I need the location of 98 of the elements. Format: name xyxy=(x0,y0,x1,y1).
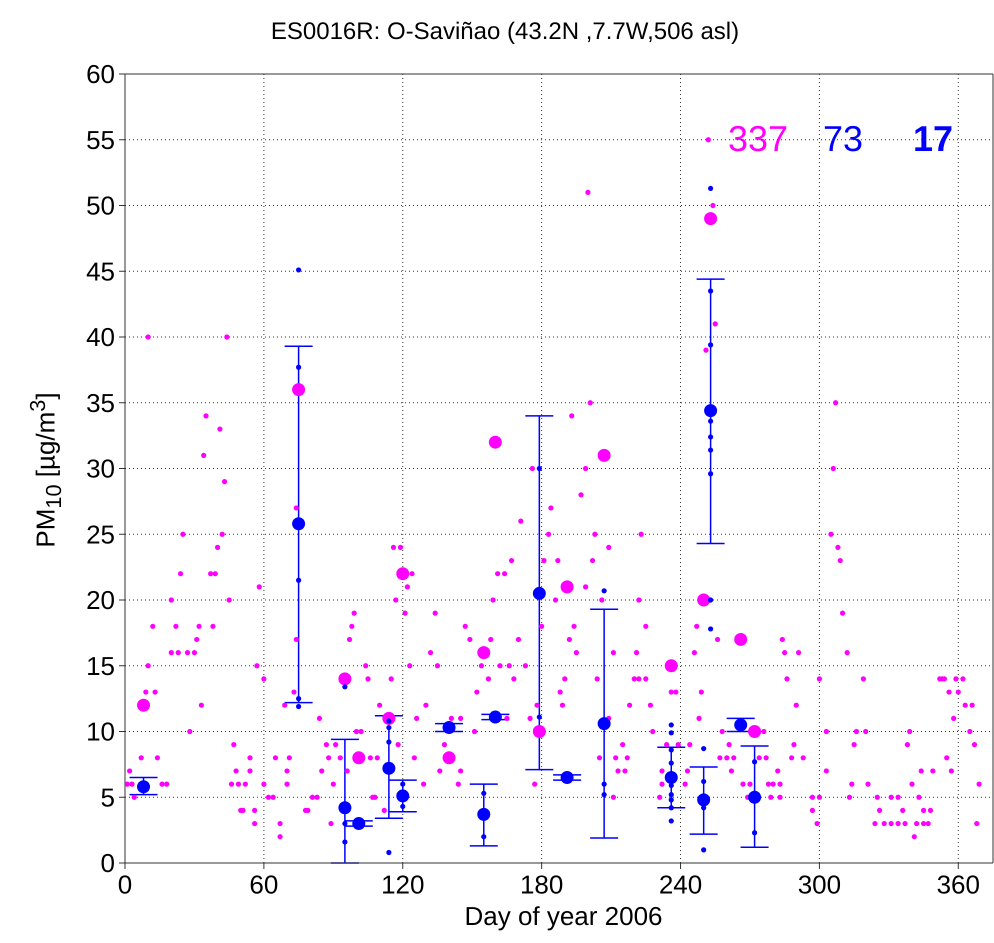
y-tick-label: 25 xyxy=(86,519,115,550)
point xyxy=(536,714,542,720)
point xyxy=(296,267,302,273)
point xyxy=(396,789,410,802)
point xyxy=(668,805,674,810)
point xyxy=(708,597,714,603)
point xyxy=(400,782,406,787)
point xyxy=(752,830,758,836)
point xyxy=(477,646,490,660)
y-tick-label: 20 xyxy=(86,585,115,616)
x-tick-label: 180 xyxy=(520,869,564,900)
point xyxy=(442,751,456,764)
y-tick-label: 5 xyxy=(100,782,115,812)
point xyxy=(734,632,748,646)
point xyxy=(704,404,718,418)
point xyxy=(701,847,706,852)
point xyxy=(338,672,352,686)
annotation: 337 xyxy=(728,118,788,160)
point xyxy=(342,820,348,826)
point xyxy=(488,436,502,449)
point xyxy=(296,696,302,702)
point xyxy=(697,793,710,806)
point xyxy=(602,782,607,787)
point xyxy=(734,718,748,732)
x-tick-label: 360 xyxy=(936,869,980,900)
point xyxy=(481,790,486,796)
point xyxy=(532,725,546,738)
point xyxy=(137,698,150,712)
point xyxy=(708,434,714,440)
point xyxy=(708,186,714,192)
y-tick-label: 50 xyxy=(86,190,115,221)
point xyxy=(292,517,306,530)
point xyxy=(396,567,410,580)
point xyxy=(386,739,392,745)
y-tick-label: 0 xyxy=(100,848,115,878)
point xyxy=(668,730,674,736)
point xyxy=(536,466,542,472)
point xyxy=(708,342,714,348)
point xyxy=(352,751,366,764)
y-tick-label: 30 xyxy=(86,454,115,484)
y-tick-label: 15 xyxy=(86,650,115,681)
point xyxy=(668,760,674,766)
point xyxy=(602,792,607,798)
point xyxy=(697,594,710,606)
point xyxy=(668,818,674,824)
point xyxy=(752,759,758,764)
point xyxy=(602,588,607,594)
point xyxy=(342,684,348,690)
point xyxy=(668,722,674,728)
point xyxy=(668,792,674,798)
point xyxy=(701,778,706,784)
point xyxy=(532,586,546,600)
annotation: 17 xyxy=(913,118,954,160)
point xyxy=(442,721,456,734)
point xyxy=(598,717,611,730)
x-tick-label: 120 xyxy=(381,869,424,900)
point xyxy=(708,626,714,632)
y-tick-label: 55 xyxy=(86,124,115,155)
x-tick-label: 60 xyxy=(249,869,278,900)
point xyxy=(748,725,762,738)
annotation: 73 xyxy=(823,118,864,160)
point xyxy=(382,762,396,775)
point xyxy=(342,839,348,845)
point xyxy=(708,471,714,476)
point xyxy=(296,578,302,583)
point xyxy=(664,771,678,784)
y-tick-label: 10 xyxy=(86,716,115,747)
point xyxy=(296,704,302,710)
y-tick-label: 40 xyxy=(86,322,115,352)
point xyxy=(386,724,392,730)
y-tick-label: 35 xyxy=(86,388,115,418)
point xyxy=(748,790,762,804)
x-tick-label: 240 xyxy=(658,869,702,900)
point xyxy=(477,808,490,821)
x-axis-title: Day of year 2006 xyxy=(463,901,664,932)
point xyxy=(701,746,706,752)
y-tick-label: 45 xyxy=(86,256,115,286)
point xyxy=(708,418,714,424)
x-tick-label: 300 xyxy=(798,869,842,900)
point xyxy=(338,801,352,814)
point xyxy=(400,804,406,810)
point xyxy=(386,850,392,856)
point xyxy=(296,364,302,370)
point xyxy=(560,771,574,784)
point xyxy=(708,288,714,294)
point xyxy=(704,212,718,226)
point xyxy=(481,834,486,840)
chart-title: ES0016R: O-Saviñao (43.2N ,7.7W,506 asl) xyxy=(270,18,740,46)
point xyxy=(668,797,674,802)
point xyxy=(352,817,366,830)
point xyxy=(137,780,150,794)
y-tick-label: 60 xyxy=(86,59,115,90)
point xyxy=(488,710,502,724)
point xyxy=(598,448,611,462)
point xyxy=(560,580,574,594)
point xyxy=(292,383,306,396)
point xyxy=(708,447,714,453)
point xyxy=(664,659,678,672)
